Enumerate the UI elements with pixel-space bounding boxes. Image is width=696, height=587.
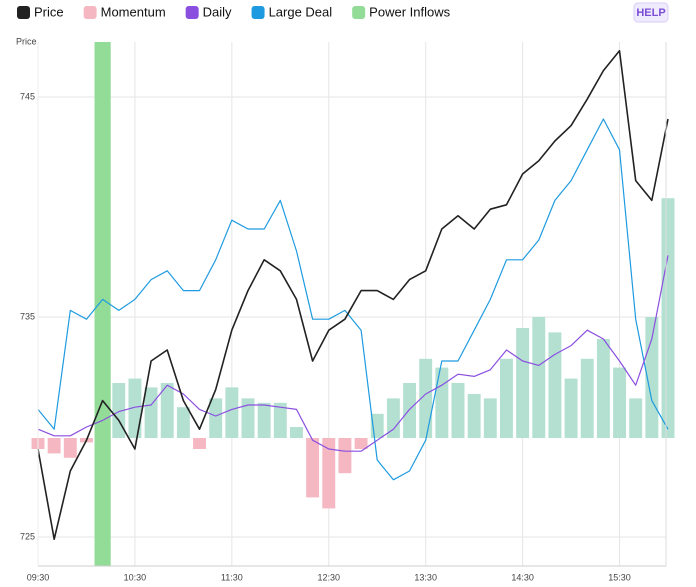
momentum-bar	[112, 383, 126, 438]
x-tick-label: 15:30	[608, 572, 631, 582]
y-tick-label: 745	[20, 91, 35, 101]
momentum-bar	[661, 198, 675, 438]
lines	[37, 50, 669, 540]
momentum-bar	[225, 387, 239, 438]
momentum-bar	[160, 383, 174, 438]
momentum-bar	[386, 398, 400, 438]
legend-label: Price	[34, 4, 64, 19]
legend-label: Large Deal	[269, 4, 333, 19]
legend: Price Momentum Daily Large Deal Power Inflow…	[17, 4, 451, 19]
momentum-bar	[500, 358, 513, 438]
y-tick-label: 735	[20, 311, 35, 321]
legend-swatch	[352, 6, 366, 19]
momentum-bar	[419, 358, 433, 438]
momentum-bar	[241, 398, 255, 438]
momentum-bar	[144, 387, 158, 438]
axes: 725 735 745 09:30 10:30 11:30 12:30 13:30 14:30 1…	[20, 42, 667, 582]
legend-label: Power Inflows	[369, 4, 450, 19]
momentum-bar	[322, 438, 336, 509]
momentum-bar	[403, 383, 416, 438]
momentum-bar	[613, 367, 626, 438]
legend-swatch	[83, 6, 97, 19]
momentum-bar	[580, 358, 594, 438]
momentum-bar	[516, 328, 530, 438]
help-text[interactable]: HELP	[636, 7, 665, 19]
momentum-bar	[548, 332, 562, 438]
legend-label: Daily	[203, 4, 232, 19]
momentum-bar	[629, 398, 643, 438]
y-tick-label: 725	[20, 531, 35, 541]
x-tick-label: 12:30	[318, 572, 341, 582]
y-axis-label: Price	[16, 36, 37, 46]
momentum-bar	[532, 317, 546, 438]
momentum-bar	[273, 402, 287, 438]
x-tick-label: 09:30	[27, 572, 50, 582]
momentum-bar	[338, 438, 352, 474]
x-tick-label: 11:30	[221, 572, 243, 582]
momentum-bar	[596, 339, 610, 438]
momentum-bar	[435, 367, 449, 438]
momentum-bar	[290, 427, 303, 438]
momentum-bar	[354, 438, 368, 449]
momentum-bar	[209, 398, 223, 438]
momentum-bar	[467, 394, 481, 438]
momentum-bar	[564, 378, 578, 438]
help-button[interactable]: HELP	[633, 2, 669, 23]
momentum-bar	[483, 398, 497, 438]
series-line	[37, 118, 669, 481]
momentum-bar	[63, 438, 77, 458]
x-tick-label: 10:30	[124, 572, 147, 582]
momentum-bar	[306, 438, 320, 498]
x-tick-label: 14:30	[511, 572, 534, 582]
momentum-bar	[257, 402, 271, 438]
legend-swatch	[251, 6, 265, 19]
momentum-bar	[451, 383, 465, 438]
momentum-bar	[193, 438, 206, 449]
legend-swatch	[185, 6, 199, 19]
legend-label: Momentum	[101, 4, 166, 19]
help-button-bg[interactable]	[633, 2, 669, 23]
legend-swatch	[17, 6, 30, 19]
momentum-bar	[47, 438, 61, 454]
power-inflow-band	[94, 42, 111, 566]
momentum-bar	[128, 378, 142, 438]
power-inflows	[94, 42, 111, 566]
momentum-bar	[176, 407, 190, 438]
series-line	[37, 50, 669, 540]
x-tick-label: 13:30	[414, 572, 437, 582]
